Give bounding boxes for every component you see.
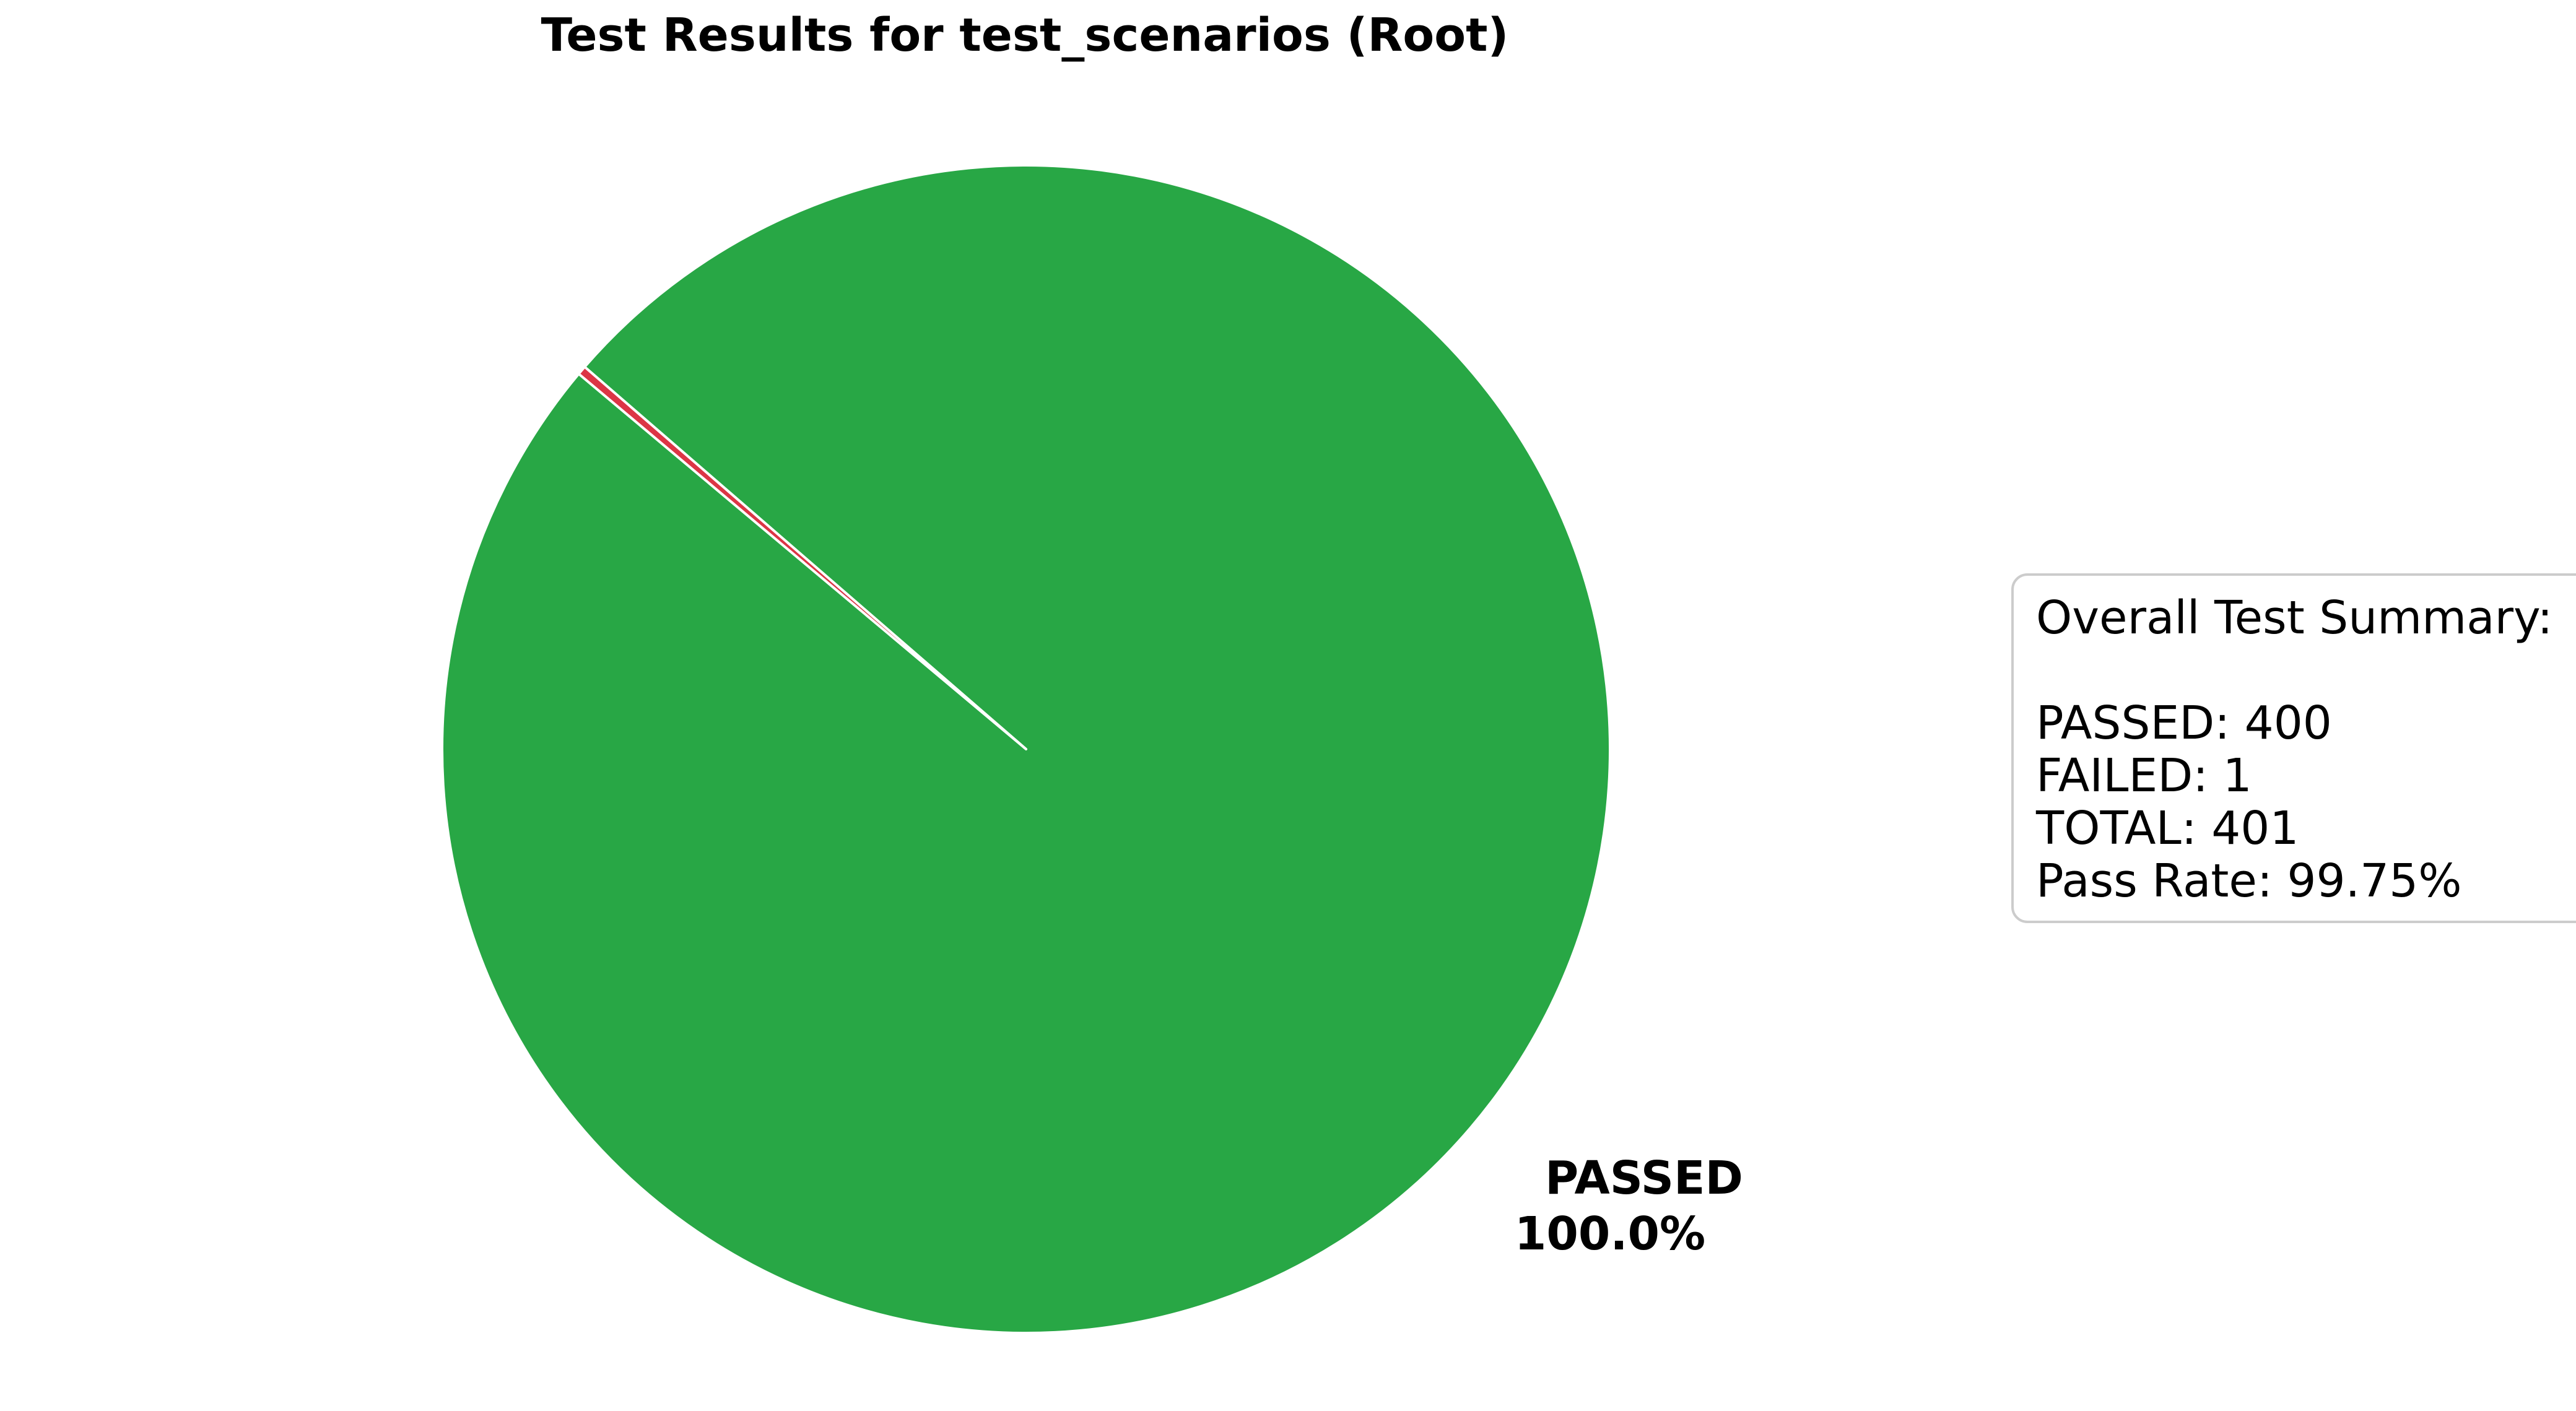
slice-label-passed: PASSED	[1545, 1152, 1743, 1205]
summary-pass-rate: Pass Rate: 99.75%	[2036, 854, 2462, 908]
pie-slice-failed	[577, 365, 1027, 750]
summary-spacer	[2036, 645, 2576, 697]
summary-passed: PASSED: 400	[2036, 697, 2332, 750]
summary-box: Overall Test Summary: PASSED: 400 FAILED…	[2011, 573, 2576, 923]
pie-labels: PASSED 100.0%	[1515, 1152, 1743, 1261]
summary-heading: Overall Test Summary:	[2036, 591, 2553, 645]
slice-pct-passed: 100.0%	[1515, 1207, 1705, 1261]
summary-total: TOTAL: 401	[2036, 802, 2299, 855]
pie-slices	[441, 164, 1611, 1334]
chart-title: Test Results for test_scenarios (Root)	[541, 9, 1509, 62]
summary-failed: FAILED: 1	[2036, 749, 2252, 802]
